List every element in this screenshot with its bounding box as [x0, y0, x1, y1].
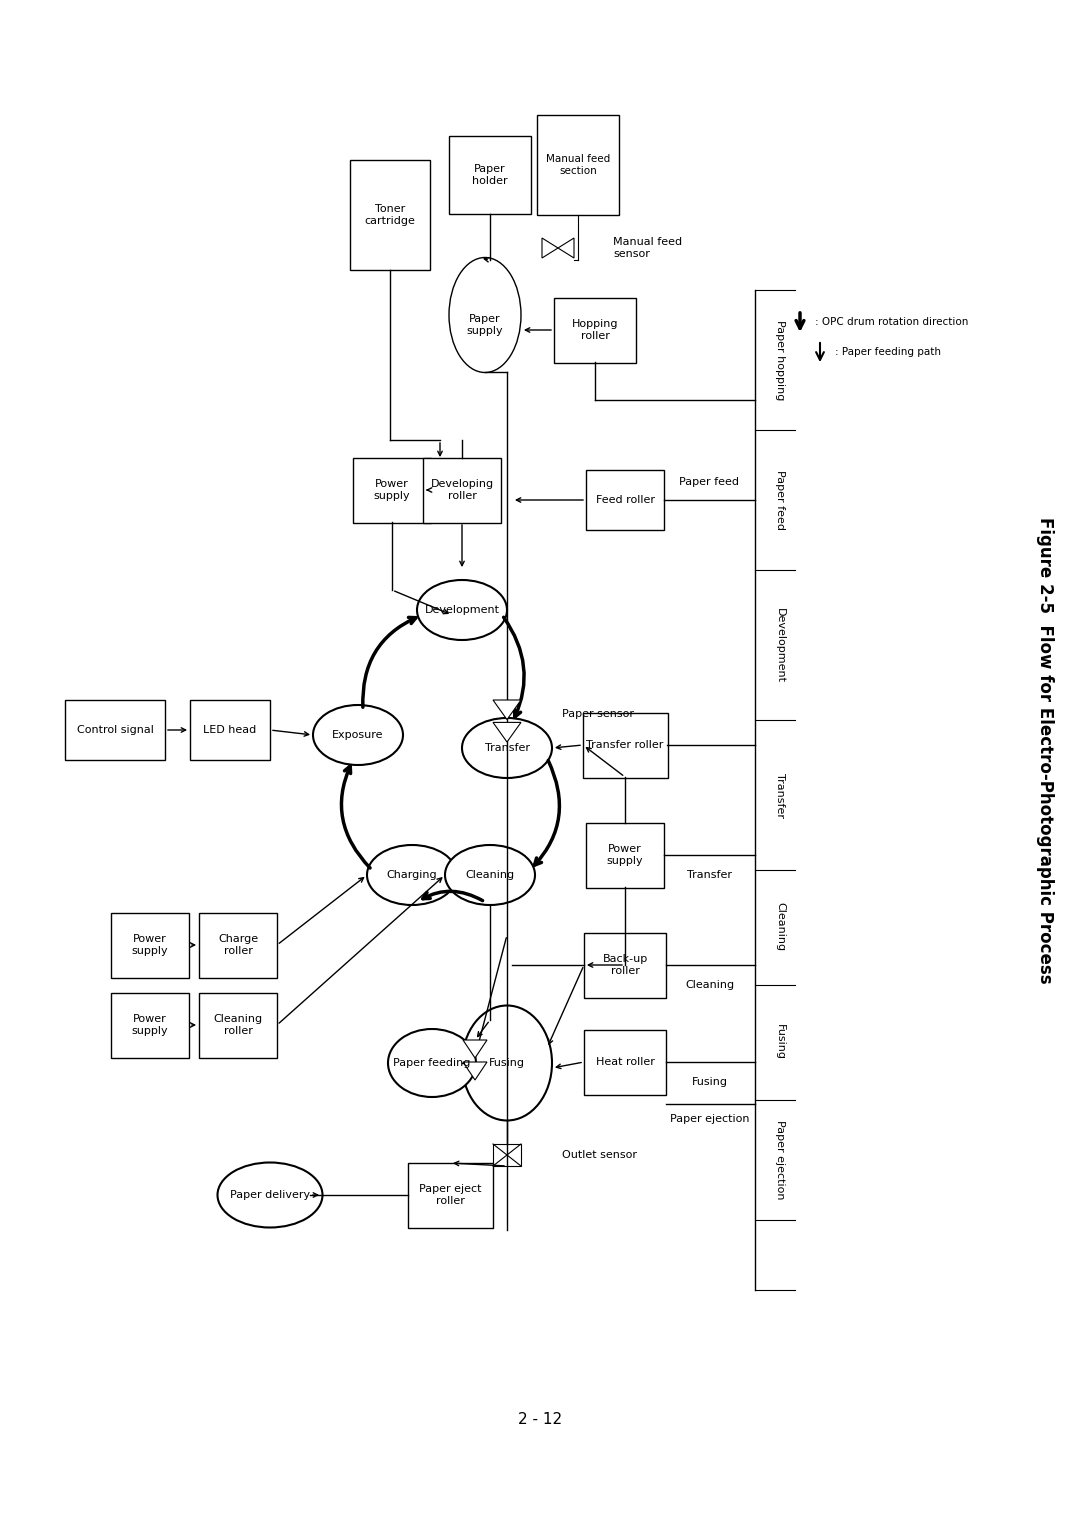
Text: Fusing: Fusing	[692, 1077, 728, 1086]
Bar	[65, 700, 165, 759]
Bar	[582, 712, 667, 778]
Text: Power
supply: Power supply	[132, 1015, 168, 1036]
Ellipse shape	[462, 1005, 552, 1120]
Bar	[449, 136, 531, 214]
Text: Paper hopping: Paper hopping	[775, 319, 785, 400]
Text: Development: Development	[424, 605, 500, 614]
Bar	[350, 160, 430, 270]
Bar	[584, 932, 666, 998]
Ellipse shape	[462, 718, 552, 778]
Bar	[111, 993, 189, 1057]
Bar	[353, 457, 431, 523]
Text: Paper
holder: Paper holder	[472, 163, 508, 186]
Text: Manual feed
sensor: Manual feed sensor	[613, 237, 683, 258]
Polygon shape	[492, 700, 521, 720]
Bar	[492, 1144, 521, 1166]
Text: Figure 2-5  Flow for Electro-Photographic Process: Figure 2-5 Flow for Electro-Photographic…	[1036, 516, 1054, 984]
Text: Paper sensor: Paper sensor	[562, 709, 634, 720]
Ellipse shape	[417, 581, 507, 640]
Text: Back-up
roller: Back-up roller	[603, 953, 648, 976]
Bar	[586, 822, 664, 888]
Text: : Paper feeding path: : Paper feeding path	[835, 347, 941, 358]
Text: Developing
roller: Developing roller	[431, 480, 494, 501]
Polygon shape	[558, 238, 573, 258]
Text: Outlet sensor: Outlet sensor	[562, 1151, 637, 1160]
Text: Development: Development	[775, 608, 785, 683]
Text: Transfer roller: Transfer roller	[586, 740, 664, 750]
Text: Cleaning: Cleaning	[686, 979, 734, 990]
Polygon shape	[463, 1041, 487, 1057]
Polygon shape	[542, 238, 558, 258]
Text: LED head: LED head	[203, 724, 257, 735]
Text: Power
supply: Power supply	[374, 480, 410, 501]
Text: 2 - 12: 2 - 12	[518, 1412, 562, 1427]
Bar	[537, 115, 619, 215]
Bar	[199, 912, 276, 978]
Text: Paper feed: Paper feed	[775, 471, 785, 530]
Text: Paper
supply: Paper supply	[467, 315, 503, 336]
Text: Paper ejection: Paper ejection	[671, 1114, 750, 1125]
Text: Control signal: Control signal	[77, 724, 153, 735]
Ellipse shape	[313, 704, 403, 766]
Text: Fusing: Fusing	[489, 1057, 525, 1068]
Text: Paper delivery: Paper delivery	[230, 1190, 310, 1199]
Text: Toner
cartridge: Toner cartridge	[365, 205, 416, 226]
Text: Transfer: Transfer	[687, 869, 731, 880]
Ellipse shape	[449, 258, 521, 373]
Ellipse shape	[445, 845, 535, 905]
Text: : OPC drum rotation direction: : OPC drum rotation direction	[815, 316, 969, 327]
Bar	[423, 457, 501, 523]
Bar	[407, 1163, 492, 1227]
Text: Charging: Charging	[387, 869, 437, 880]
Bar	[586, 471, 664, 530]
Bar	[584, 1030, 666, 1094]
Polygon shape	[492, 723, 521, 743]
Text: Transfer: Transfer	[775, 773, 785, 817]
Text: Feed roller: Feed roller	[595, 495, 654, 504]
Text: Manual feed
section: Manual feed section	[545, 154, 610, 176]
Polygon shape	[463, 1062, 487, 1080]
Text: Cleaning: Cleaning	[775, 903, 785, 952]
Text: Power
supply: Power supply	[607, 843, 644, 866]
Bar	[111, 912, 189, 978]
Text: Charge
roller: Charge roller	[218, 934, 258, 957]
Bar	[554, 298, 636, 362]
Text: Paper feeding: Paper feeding	[393, 1057, 471, 1068]
Ellipse shape	[367, 845, 457, 905]
Text: Heat roller: Heat roller	[595, 1057, 654, 1067]
Text: Cleaning: Cleaning	[465, 869, 514, 880]
Ellipse shape	[217, 1163, 323, 1227]
Bar	[190, 700, 270, 759]
Text: Exposure: Exposure	[333, 730, 383, 740]
Text: Hopping
roller: Hopping roller	[571, 319, 618, 341]
Text: Paper ejection: Paper ejection	[775, 1120, 785, 1199]
Text: Cleaning
roller: Cleaning roller	[214, 1015, 262, 1036]
Text: Paper eject
roller: Paper eject roller	[419, 1184, 482, 1206]
Text: Fusing: Fusing	[775, 1024, 785, 1060]
Ellipse shape	[388, 1028, 476, 1097]
Text: Paper feed: Paper feed	[679, 477, 739, 487]
Text: Transfer: Transfer	[485, 743, 529, 753]
Bar	[199, 993, 276, 1057]
Text: Power
supply: Power supply	[132, 934, 168, 957]
